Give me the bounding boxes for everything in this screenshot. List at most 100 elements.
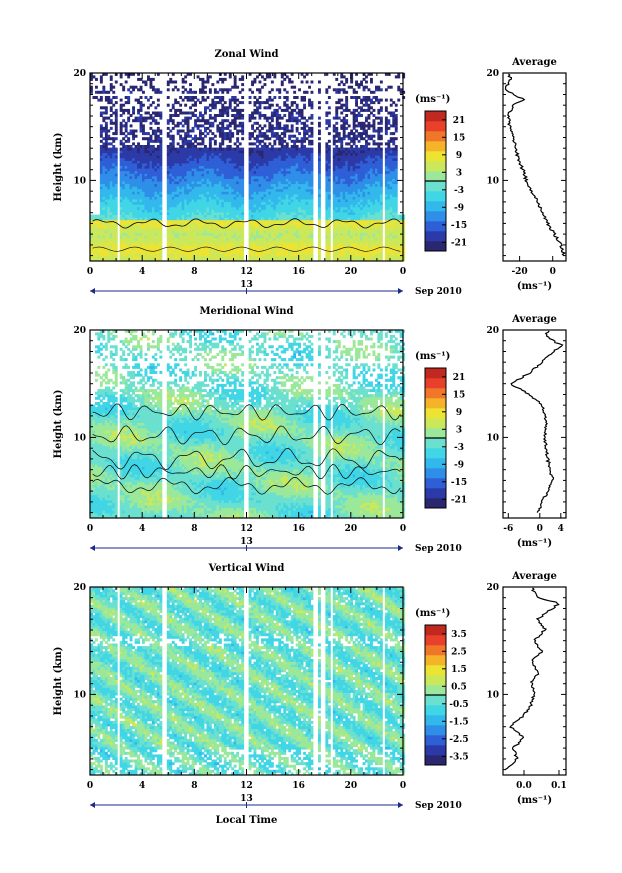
average-frame [502,72,567,262]
x-tick-label: 20 [345,524,358,534]
zero-contour [92,218,401,229]
colorbar-swatch [425,368,446,379]
colorbar-tick-label: 3 [456,425,462,435]
colorbar-tick-label: -2.5 [449,735,468,745]
colorbar-swatch [425,378,446,389]
average-y-tick-label: 10 [486,176,499,186]
colorbar-swatch [425,665,446,676]
colorbar-tick-label: 9 [456,151,462,161]
x-tick-label: 16 [292,781,305,791]
colorbar: (ms⁻¹) 21 15 9 3 -3 -9 -15 -21 [415,351,467,509]
colorbar-swatch [425,468,446,479]
colorbar-swatch [425,705,446,716]
x-tick-label: 12 [240,267,253,277]
x-tick-label: 0 [400,781,406,791]
x-tick-label: 0 [87,781,93,791]
colorbar-swatch [425,645,446,656]
colorbar-tick-label: -15 [451,221,467,231]
colorbar-swatch [425,131,446,142]
colorbar-swatch [425,458,446,469]
average-x-tick-label: 0 [537,524,543,534]
colorbar-tick-label: -3 [454,443,464,453]
average-y-tick-label: 10 [486,690,499,700]
colorbar-swatch [425,438,446,449]
average-tick-marks [503,329,566,514]
y-tick-label: 20 [73,69,86,79]
colorbar-swatch [425,201,446,212]
average-profile-line [504,587,560,771]
date-marker: 13 [240,537,253,547]
colorbar-unit: (ms⁻¹) [415,351,450,362]
colorbar-swatch [425,498,446,509]
date-timeline: 13 [90,280,403,294]
colorbar-swatch [425,715,446,726]
colorbar-swatch [425,121,446,132]
colorbar-swatch [425,418,446,429]
x-tick-label: 20 [345,781,358,791]
colorbar-tick-label: 15 [453,390,466,400]
average-tick-marks [503,586,566,771]
colorbar-swatch [425,428,446,439]
colorbar-swatch [425,141,446,152]
x-tick-label: 8 [191,781,197,791]
average-profile-panel: Average 10 20 0.0 0.1 (ms⁻¹) [486,571,566,806]
y-tick-label: 10 [73,690,86,700]
colorbar-swatch [425,211,446,222]
colorbar-tick-label: 21 [453,116,466,126]
zonal-wind-panel: Zonal Wind 0 4 8 12 16 20 0 10 20 Height (km) 13 Sep… [53,49,567,297]
average-title: Average [511,571,557,582]
x-tick-label: 16 [292,524,305,534]
y-tick-label: 10 [73,176,86,186]
x-tick-label: 0 [400,267,406,277]
tick-marks [89,72,404,261]
x-axis-label: Local Time [216,815,278,826]
colorbar-swatch [425,478,446,489]
colorbar-tick-label: -15 [451,478,467,488]
colorbar-swatch [425,221,446,232]
y-tick-label: 20 [73,326,86,336]
colorbar-tick-label: 15 [453,133,466,143]
colorbar-tick-label: 2.5 [451,647,467,657]
colorbar-swatch [425,655,446,666]
average-frame [502,329,567,519]
colorbar-tick-label: 3.5 [451,630,467,640]
average-x-tick-label: 0.0 [516,781,532,791]
average-y-tick-label: 20 [486,69,499,79]
colorbar-swatch [425,161,446,172]
colorbar-swatch [425,388,446,399]
colorbar-swatch [425,695,446,706]
colorbar-swatch [425,181,446,192]
average-frame [502,586,567,776]
zero-contour [92,464,401,480]
date-marker: 13 [240,794,253,804]
colorbar-swatch [425,725,446,736]
colorbar-swatch [425,745,446,756]
colorbar-unit: (ms⁻¹) [415,94,450,105]
colorbar: (ms⁻¹) 21 15 9 3 -3 -9 -15 -21 [415,94,467,252]
colorbar-swatch [425,735,446,746]
y-axis-label: Height (km) [53,133,64,202]
heatmap-cells [90,72,406,262]
colorbar-tick-label: -3.5 [449,752,468,762]
average-y-tick-label: 10 [486,433,499,443]
average-x-tick-label: 4 [558,524,564,534]
colorbar-swatch [425,755,446,766]
date-label: Sep 2010 [415,287,462,297]
colorbar-unit: (ms⁻¹) [415,608,450,619]
tick-marks [89,329,404,518]
colorbar-swatch [425,171,446,182]
colorbar-swatch [425,625,446,636]
zero-contour [92,403,401,421]
panel-title: Meridional Wind [199,306,293,317]
average-profile-line [504,73,567,257]
panel-title: Vertical Wind [208,563,285,574]
y-tick-label: 10 [73,433,86,443]
date-marker: 13 [240,280,253,290]
colorbar-swatch [425,151,446,162]
x-tick-label: 4 [139,781,145,791]
colorbar-tick-label: 21 [453,373,466,383]
zero-contour [92,477,401,495]
colorbar-tick-label: -21 [451,495,467,505]
colorbar-tick-label: -1.5 [449,717,468,727]
colorbar-swatch [425,111,446,122]
